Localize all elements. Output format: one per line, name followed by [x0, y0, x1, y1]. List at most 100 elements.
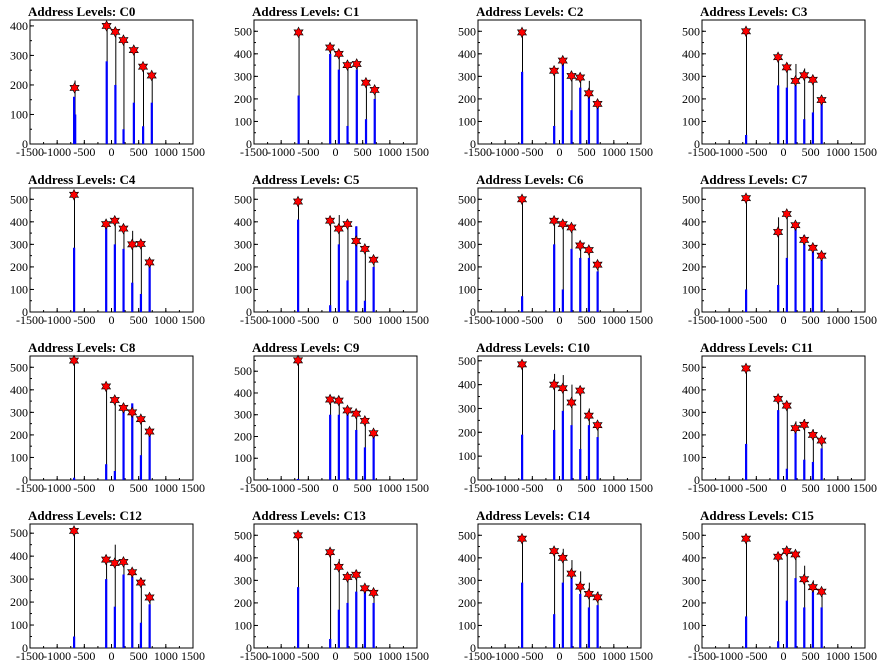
histogram-bar	[579, 593, 582, 648]
histogram-bar	[122, 129, 125, 144]
peak-marker	[100, 218, 112, 230]
y-tick-label: 0	[694, 473, 700, 487]
chart-title: Address Levels: C6	[476, 172, 584, 187]
plot-frame	[701, 523, 866, 649]
plot-frame	[253, 187, 418, 313]
peak-marker	[359, 582, 370, 595]
histogram-bar	[803, 459, 806, 480]
peak-marker	[100, 380, 112, 393]
peak-marker	[566, 567, 577, 580]
histogram-bar	[337, 414, 340, 480]
y-tick-label: 100	[10, 107, 28, 121]
x-tick-label: 500	[354, 313, 372, 327]
histogram-bar	[777, 410, 780, 480]
y-tick-label: 100	[10, 450, 28, 464]
y-tick-label: 500	[458, 528, 476, 542]
x-tick-label: -1000	[43, 313, 71, 327]
x-tick-label: 0	[781, 481, 787, 495]
x-tick-label: 1500	[629, 649, 653, 663]
histogram-bar	[131, 403, 134, 480]
x-tick-label: -1000	[715, 649, 743, 663]
histogram-bar	[745, 134, 748, 144]
y-tick-label: 300	[682, 69, 700, 83]
plot-frame	[701, 19, 866, 145]
peak-marker	[333, 222, 344, 235]
x-tick-label: 1000	[602, 649, 626, 663]
y-tick-label: 400	[458, 378, 476, 392]
x-tick-label: -500	[73, 313, 95, 327]
histogram-bar	[553, 244, 556, 312]
y-tick-label: 400	[10, 19, 28, 33]
x-tick-label: 1500	[853, 481, 877, 495]
peak-marker	[342, 59, 353, 71]
x-tick-label: -1000	[43, 649, 71, 663]
histogram-bar	[794, 228, 797, 312]
peak-marker	[516, 358, 528, 371]
peak-marker	[816, 94, 827, 106]
histogram-bar	[785, 600, 788, 648]
x-tick-label: -1000	[715, 145, 743, 159]
histogram-bar	[113, 470, 116, 480]
y-tick-label: 500	[458, 354, 476, 368]
y-tick-label: 400	[682, 551, 700, 565]
peak-marker	[68, 188, 80, 201]
histogram-bar	[745, 443, 748, 480]
chart-svg: Address Levels: C40100200300400500-1500-…	[10, 172, 205, 327]
y-tick-label: 100	[682, 114, 700, 128]
y-tick-label: 0	[22, 641, 28, 655]
histogram-bar	[820, 448, 823, 480]
y-tick-label: 200	[682, 92, 700, 106]
x-tick-label: -1500	[240, 313, 268, 327]
histogram-bar	[521, 296, 524, 312]
peak-marker	[575, 384, 586, 397]
y-tick-label: 400	[234, 215, 252, 229]
y-tick-label: 0	[470, 137, 476, 151]
x-tick-label: -1500	[240, 649, 268, 663]
peak-marker	[781, 399, 792, 412]
x-tick-label: -500	[521, 145, 543, 159]
x-tick-label: 0	[781, 145, 787, 159]
y-tick-label: 200	[10, 78, 28, 92]
histogram-bar	[142, 126, 145, 144]
x-tick-label: -500	[745, 145, 767, 159]
peak-marker	[135, 413, 146, 425]
histogram-bar	[346, 602, 349, 648]
histogram-bar	[803, 235, 806, 312]
x-tick-label: 0	[557, 145, 563, 159]
x-tick-label: 0	[333, 481, 339, 495]
peak-marker	[110, 25, 121, 38]
y-tick-label: 0	[470, 473, 476, 487]
chart-svg: Address Levels: C14 0 100 200 300 400 500 -1500…	[458, 508, 653, 663]
chart-title: Address Levels: C11	[700, 340, 813, 355]
histogram-bar	[297, 587, 300, 648]
y-tick-label: 200	[458, 92, 476, 106]
histogram-bar	[113, 244, 116, 312]
y-tick-label: 400	[682, 47, 700, 61]
plot-frame	[29, 187, 194, 313]
histogram-bar	[139, 455, 143, 480]
peak-marker	[816, 585, 827, 598]
y-tick-label: 0	[694, 137, 700, 151]
x-tick-label: -1000	[491, 481, 519, 495]
y-tick-label: 200	[10, 595, 28, 609]
x-tick-label: 0	[781, 313, 787, 327]
y-tick-label: 500	[10, 526, 28, 540]
chart-title: Address Levels: C4	[28, 172, 136, 187]
chart-svg: Address Levels: C60100200300400500-1500-…	[458, 172, 653, 327]
x-tick-label: 500	[802, 313, 820, 327]
peak-marker	[781, 61, 792, 74]
y-tick-label: 500	[458, 192, 476, 206]
peak-marker	[118, 556, 129, 568]
peak-marker	[324, 546, 336, 559]
chart-svg: Address Levels: C0 0 100 200 300 400 -1500 -100…	[10, 4, 205, 159]
histogram-bar	[329, 53, 332, 145]
peak-marker	[144, 425, 155, 438]
chart-panel: Address Levels: C13 0 100 200 300 400 500 -1500…	[224, 504, 448, 672]
histogram-bar	[346, 410, 349, 480]
x-tick-label: -1500	[688, 481, 716, 495]
chart-svg: Address Levels: C12 0 100 200 300 400 500 -1500…	[10, 508, 205, 663]
y-tick-label: 100	[458, 114, 476, 128]
x-tick-label: -1000	[267, 481, 295, 495]
histogram-bar	[785, 468, 788, 480]
histogram-bar	[820, 607, 823, 648]
